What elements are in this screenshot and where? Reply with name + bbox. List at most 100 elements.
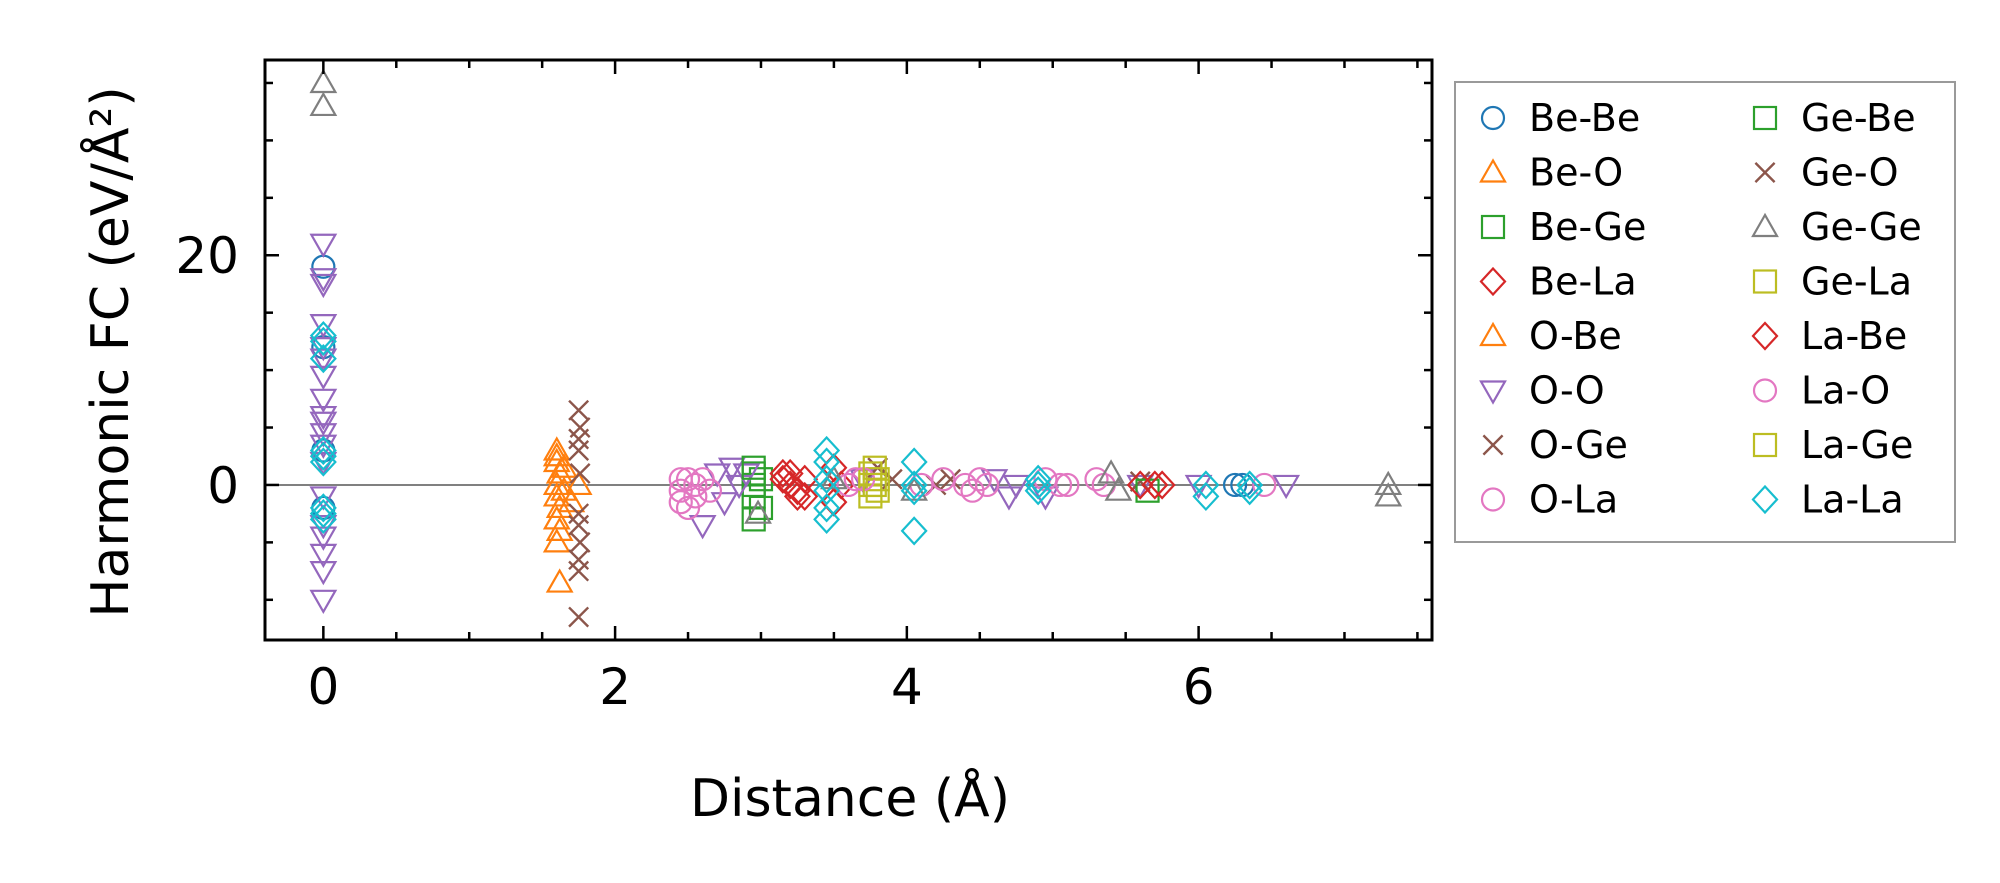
series-o-be: [542, 442, 593, 513]
data-point-o-ge: [568, 399, 590, 421]
legend-label-be-ge: Be-Ge: [1529, 205, 1646, 249]
legend-item-la-la: La-La: [1751, 478, 1904, 522]
legend-label-o-o: O-O: [1529, 369, 1605, 413]
data-point-la-be: [769, 464, 797, 494]
data-point-be-o: [545, 516, 574, 541]
data-point-o-o: [309, 365, 338, 391]
data-point-la-la: [309, 441, 337, 471]
data-point-ge-ge: [744, 499, 772, 524]
data-point-o-la: [697, 478, 723, 503]
data-point-be-o: [542, 436, 571, 461]
data-point-ge-ge: [1374, 470, 1403, 496]
legend-item-ge-o: Ge-O: [1754, 151, 1899, 195]
data-point-o-be: [542, 442, 571, 467]
data-point-la-la: [900, 470, 928, 500]
data-point-be-la: [791, 464, 819, 494]
legend-marker-be-o: [1479, 158, 1507, 183]
x-tick-label: 6: [1183, 658, 1215, 716]
data-point-la-la: [1192, 481, 1220, 512]
data-point-o-o: [1272, 474, 1301, 500]
legend-label-ge-be: Ge-Be: [1801, 96, 1916, 140]
legend-marker-be-be: [1480, 105, 1506, 131]
legend-item-la-be: La-Be: [1751, 314, 1907, 358]
x-tick-label: 2: [599, 658, 631, 716]
data-point-la-be: [1141, 470, 1169, 500]
data-point-la-la: [1024, 476, 1052, 506]
legend-marker-ge-la: [1752, 269, 1778, 294]
data-point-la-be: [1148, 470, 1176, 500]
legend-item-ge-be: Ge-Be: [1752, 96, 1916, 140]
y-tick-label: 0: [207, 457, 239, 515]
data-point-o-la: [974, 472, 1000, 498]
data-point-o-ge: [568, 549, 590, 571]
data-point-o-o: [980, 469, 1009, 494]
data-point-la-la: [309, 321, 337, 351]
data-point-la-o: [960, 478, 985, 503]
legend-label-la-be: La-Be: [1801, 314, 1907, 358]
legend-marker-ge-o: [1754, 162, 1776, 183]
data-point-la-la: [900, 447, 928, 477]
legend-item-be-be: Be-Be: [1480, 96, 1640, 140]
data-point-la-la: [309, 493, 337, 523]
legend-item-o-la: O-La: [1480, 478, 1618, 522]
legend-label-la-o: La-O: [1801, 369, 1890, 413]
legend-label-ge-ge: Ge-Ge: [1801, 205, 1922, 249]
legend-marker-be-ge: [1480, 214, 1506, 240]
legend-item-be-ge: Be-Ge: [1480, 205, 1646, 249]
data-point-o-la: [668, 490, 693, 515]
series-o-la: [668, 467, 1116, 521]
legend-label-be-la: Be-La: [1529, 260, 1637, 304]
data-point-o-la: [1084, 467, 1109, 492]
data-point-be-la: [769, 458, 797, 489]
legend-item-o-ge: O-Ge: [1482, 423, 1628, 467]
data-point-o-o: [725, 474, 753, 500]
data-point-o-la: [683, 472, 708, 498]
legend-marker-ge-ge: [1751, 212, 1779, 238]
data-point-la-la: [813, 447, 841, 477]
data-point-la-la: [309, 504, 337, 535]
plot-area: [265, 68, 1432, 628]
x-axis-label: Distance (Å): [690, 767, 1010, 829]
data-point-be-o: [542, 470, 571, 496]
data-point-o-be: [564, 470, 593, 496]
data-point-la-la: [309, 343, 337, 374]
legend-label-be-o: Be-O: [1529, 151, 1623, 195]
data-point-o-o: [309, 388, 338, 414]
data-point-la-la: [309, 499, 337, 529]
legend-label-la-ge: La-Ge: [1801, 423, 1913, 467]
data-point-o-o: [309, 273, 338, 299]
data-point-la-la: [1024, 464, 1052, 494]
data-point-o-ge: [568, 514, 590, 536]
data-point-o-o: [309, 314, 338, 339]
data-point-la-la: [813, 493, 841, 523]
data-point-o-o: [309, 589, 338, 615]
data-point-o-ge: [568, 440, 590, 461]
data-point-la-o: [675, 467, 701, 492]
series-ge-ge: [309, 68, 1403, 524]
y-tick-label: 20: [175, 227, 239, 285]
data-point-ge-be: [741, 455, 766, 480]
data-point-o-ge: [568, 606, 590, 628]
legend-label-o-la: O-La: [1529, 478, 1618, 522]
data-point-la-la: [309, 435, 337, 466]
data-point-la-o: [1252, 472, 1277, 498]
legend-label-la-la: La-La: [1801, 478, 1904, 522]
data-point-la-la: [1192, 470, 1220, 500]
data-point-o-o: [309, 543, 338, 569]
data-point-o-be: [557, 487, 586, 513]
data-point-la-la: [309, 326, 337, 357]
legend-label-o-be: O-Be: [1529, 314, 1622, 358]
legend-label-o-ge: O-Ge: [1529, 423, 1628, 467]
series-ge-o: [569, 417, 591, 553]
axes: 0 2 4 6 0 20: [175, 58, 1434, 716]
series-la-ge: [862, 455, 887, 498]
data-point-ge-ge: [1374, 482, 1403, 507]
data-point-la-la: [309, 447, 337, 477]
legend-item-be-la: Be-La: [1479, 260, 1637, 304]
series-o-ge: [568, 399, 1151, 628]
legend-marker-la-be: [1751, 321, 1779, 351]
data-point-ge-ge: [309, 91, 338, 117]
data-point-o-o: [995, 486, 1023, 511]
legend-marker-ge-be: [1752, 105, 1778, 131]
